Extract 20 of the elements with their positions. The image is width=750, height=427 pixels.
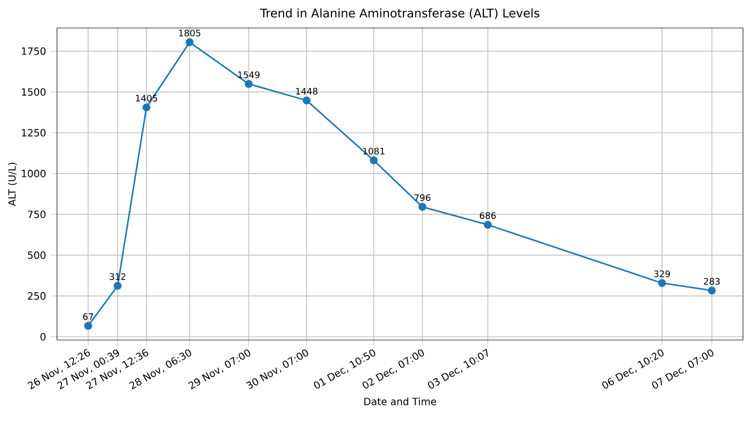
chart-title: Trend in Alanine Aminotransferase (ALT) Levels (260, 8, 540, 19)
data-label: 1805 (179, 30, 200, 36)
y-axis-title: ALT (U/L) (8, 162, 17, 206)
x-axis-title: Date and Time (364, 398, 436, 406)
data-label: 796 (414, 194, 430, 202)
y-tick-label: 500 (28, 251, 46, 259)
data-label: 1549 (238, 71, 260, 78)
data-label: 1081 (363, 148, 384, 155)
data-label: 283 (704, 278, 720, 285)
y-tick-label: 1750 (22, 47, 46, 55)
y-tick-label: 1000 (22, 170, 46, 178)
y-tick-label: 750 (28, 210, 46, 218)
y-tick-label: 250 (28, 292, 46, 300)
data-label: 1448 (296, 88, 318, 95)
data-label: 67 (83, 313, 94, 320)
data-label: 329 (654, 270, 670, 278)
y-tick-label: 1250 (22, 128, 46, 137)
y-tick-label: 0 (40, 332, 46, 340)
y-tick-label: 1500 (22, 88, 46, 96)
data-label: 686 (480, 212, 496, 219)
